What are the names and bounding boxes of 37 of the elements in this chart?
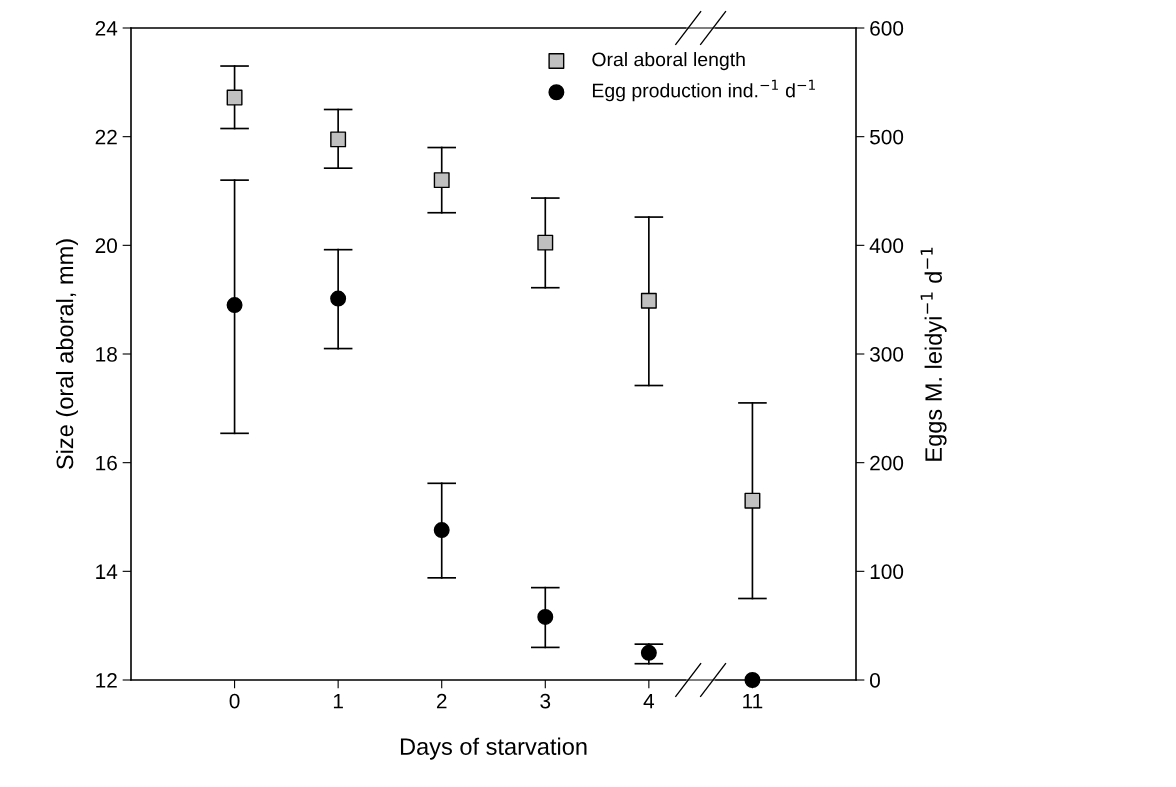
y-tick-label: 24 (95, 21, 118, 36)
y2-tick-label: 400 (869, 238, 904, 254)
y-tick-label: 16 (96, 455, 117, 471)
y2-axis-title: Eggs M. leidyi$^{−1}$ d$^{−1}$ (920, 247, 947, 461)
point (537, 608, 554, 625)
y2-tick-label: 500 (870, 129, 904, 145)
point (433, 522, 450, 539)
y2-tick-label: 600 (870, 21, 904, 36)
point (640, 292, 657, 309)
y-tick-label: 22 (95, 129, 117, 145)
y2-tick-label: 100 (870, 564, 904, 580)
point (330, 290, 347, 307)
legend-label: Oral aboral length (592, 52, 745, 71)
x-axis-title: Days of starvation (400, 737, 587, 760)
x-tick-label: 1 (333, 693, 343, 709)
point (537, 234, 554, 251)
point (226, 297, 243, 314)
point (640, 644, 657, 661)
point (433, 172, 450, 189)
x-tick-label: 0 (229, 693, 240, 709)
legend-label: Egg production ind.$^{−1}$ d$^{−1}$ (592, 79, 815, 102)
x-tick-label: 11 (743, 693, 763, 709)
point (330, 131, 347, 148)
point (744, 672, 761, 688)
x-tick-label: 2 (436, 693, 447, 709)
y2-tick-label: 200 (870, 455, 904, 471)
x-tick-label: 4 (643, 693, 655, 709)
x-tick-label: 3 (540, 693, 551, 709)
y2-tick-label: 0 (870, 673, 880, 688)
y-tick-label: 14 (96, 564, 118, 579)
point (744, 492, 761, 509)
point (226, 89, 243, 106)
y2-tick-label: 300 (869, 347, 904, 362)
y-tick-label: 18 (96, 347, 117, 362)
y-axis-title: Size (oral aboral, mm) (55, 239, 78, 470)
y-tick-label: 20 (95, 238, 117, 254)
y-tick-label: 12 (96, 673, 117, 688)
